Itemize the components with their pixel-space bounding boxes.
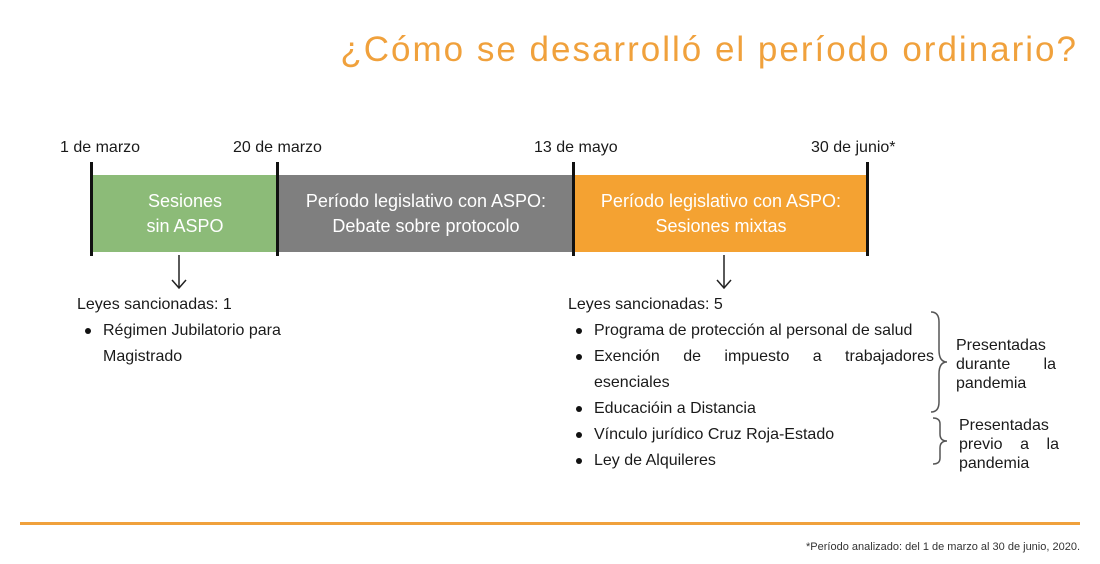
divider-line (20, 522, 1080, 525)
list-item: Régimen Jubilatorio para Magistrado (77, 318, 309, 370)
segment-debate-protocolo: Período legislativo con ASPO: Debate sob… (278, 175, 574, 252)
segment-line-2: sin ASPO (146, 215, 224, 236)
list-item: Ley de Alquileres (568, 448, 934, 474)
laws-list: Régimen Jubilatorio para Magistrado (77, 318, 309, 370)
segment-line-1: Período legislativo con ASPO: (305, 190, 547, 211)
group-note-durante: Presentadas durante la pandemia (956, 336, 1056, 393)
timeline-tick (866, 162, 869, 256)
date-label-may-13: 13 de mayo (534, 139, 618, 156)
list-item: Programa de protección al personal de sa… (568, 318, 934, 344)
curly-brace-icon (932, 417, 948, 465)
group-note-label: Presentadas durante la pandemia (956, 337, 1056, 392)
date-label-end: 30 de junio* (811, 139, 896, 156)
segment-sin-aspo: Sesiones sin ASPO (92, 175, 278, 252)
down-arrow-icon (171, 255, 187, 290)
timeline-tick (276, 162, 279, 256)
segment-sesiones-mixtas: Período legislativo con ASPO: Sesiones m… (574, 175, 868, 252)
laws-count-heading: Leyes sancionadas: 5 (568, 296, 723, 313)
curly-brace-icon (930, 311, 948, 413)
segment-line-1: Período legislativo con ASPO: (600, 190, 842, 211)
segment-line-1: Sesiones (147, 190, 223, 211)
laws-list: Programa de protección al personal de sa… (568, 318, 934, 474)
timeline-tick (572, 162, 575, 256)
segment-line-2: Sesiones mixtas (655, 215, 787, 236)
segment-line-2: Debate sobre protocolo (332, 215, 520, 236)
list-item: Vínculo jurídico Cruz Roja-Estado (568, 422, 934, 448)
page-title: ¿Cómo se desarrolló el período ordinario… (340, 30, 1078, 69)
list-item: Educacióin a Distancia (568, 396, 934, 422)
date-label-start: 1 de marzo (60, 139, 141, 156)
group-note-label: Presentadas previo a la pandemia (959, 417, 1059, 472)
down-arrow-icon (716, 255, 732, 290)
list-item: Exención de impuesto a trabajadores esen… (568, 344, 934, 396)
group-note-previo: Presentadas previo a la pandemia (959, 416, 1059, 473)
timeline-tick (90, 162, 93, 256)
date-label-march-20: 20 de marzo (233, 139, 322, 156)
footnote: *Período analizado: del 1 de marzo al 30… (806, 541, 1080, 553)
laws-right-block: Leyes sancionadas: 5 Programa de protecc… (568, 292, 934, 474)
laws-count-heading: Leyes sancionadas: 1 (77, 296, 232, 313)
laws-left-block: Leyes sancionadas: 1 Régimen Jubilatorio… (77, 292, 309, 370)
